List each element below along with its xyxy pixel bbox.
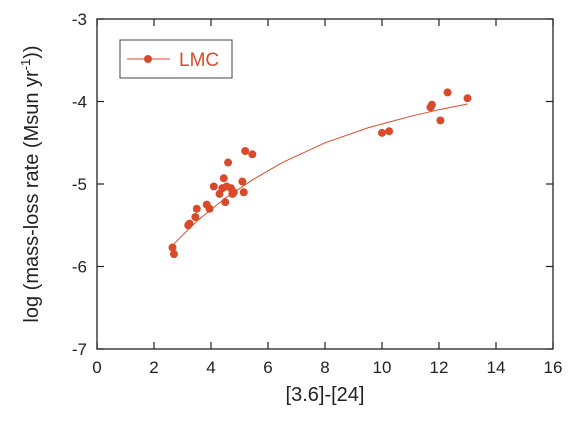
- legend: LMC: [119, 39, 233, 79]
- legend-marker: [144, 55, 152, 63]
- y-tick-label: -4: [72, 93, 87, 112]
- x-tick-label: 0: [92, 358, 101, 377]
- y-tick-label: -5: [72, 175, 87, 194]
- data-point: [238, 177, 247, 186]
- data-point: [229, 188, 238, 197]
- data-point: [436, 116, 445, 125]
- x-tick-label: 10: [373, 358, 392, 377]
- x-axis-ticks: 0 2 4 6 8 10 12 14 16: [92, 19, 562, 377]
- data-point: [209, 182, 218, 191]
- data-point: [205, 204, 214, 213]
- data-point: [241, 147, 250, 155]
- data-point: [221, 198, 230, 207]
- y-axis-ticks: -7 -6 -5 -4 -3: [72, 10, 553, 359]
- x-tick-label: 2: [149, 358, 158, 377]
- data-point: [239, 188, 248, 197]
- data-point: [385, 127, 394, 136]
- data-point: [427, 100, 436, 109]
- y-tick-label: -3: [72, 10, 87, 29]
- y-axis-label-main: log (mass-loss rate (Msun yr: [21, 70, 43, 323]
- data-points-layer: [168, 88, 472, 259]
- fit-curve: [170, 103, 468, 248]
- x-tick-label: 16: [544, 358, 563, 377]
- x-tick-label: 4: [206, 358, 215, 377]
- x-axis-label: [3.6]-[24]: [286, 384, 365, 406]
- data-point: [219, 174, 228, 183]
- x-tick-label: 8: [320, 358, 329, 377]
- data-point: [185, 219, 194, 228]
- data-point: [168, 243, 177, 252]
- data-point: [192, 204, 201, 213]
- x-tick-label: 12: [430, 358, 449, 377]
- data-point: [378, 128, 386, 137]
- y-axis-label-superscript: -1: [18, 59, 33, 71]
- data-point: [463, 94, 472, 103]
- data-point: [443, 88, 452, 97]
- legend-label: LMC: [179, 50, 219, 71]
- y-tick-label: -7: [72, 340, 87, 359]
- y-tick-label: -6: [72, 258, 87, 277]
- fit-line-layer: [170, 103, 468, 248]
- data-point: [224, 158, 233, 167]
- y-axis-label: log (mass-loss rate (Msun yr-1)): [18, 45, 43, 322]
- x-tick-label: 6: [263, 358, 272, 377]
- y-axis-label-end: )): [21, 45, 43, 58]
- data-point: [248, 150, 257, 159]
- data-point: [169, 250, 178, 259]
- x-tick-label: 14: [487, 358, 506, 377]
- data-point: [191, 213, 200, 221]
